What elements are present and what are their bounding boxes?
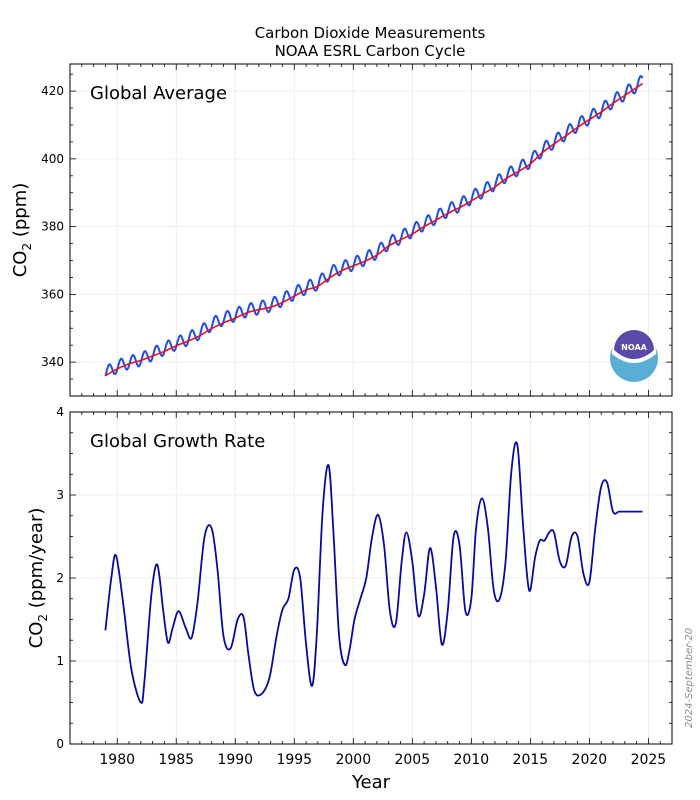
top-y-tick-label: 420: [41, 84, 64, 98]
bottom-x-tick-label: 2025: [631, 752, 667, 768]
top-y-tick-label: 400: [41, 152, 64, 166]
bottom-y-tick-label: 2: [56, 571, 64, 585]
bottom-x-tick-label: 2010: [454, 752, 490, 768]
logo-text: NOAA: [621, 343, 647, 352]
bottom-y-tick-label: 3: [56, 488, 64, 502]
bottom-x-tick-label: 2015: [513, 752, 549, 768]
bottom-panel: 0 1 2 3 4 1980 1985 1990 1995 2000 2005 2010 2015 202…: [26, 405, 673, 793]
top-y-axis-label: CO2 (ppm): [10, 183, 34, 278]
bottom-x-tick-label: 1995: [276, 752, 312, 768]
chart-title-line-1: Carbon Dioxide Measurements: [254, 24, 486, 42]
date-stamp: 2024-September-20: [684, 627, 695, 728]
bottom-y-tick-label: 4: [56, 405, 64, 419]
top-grid: [70, 64, 672, 396]
noaa-logo-icon: NOAA: [610, 330, 658, 382]
bottom-y-tick-label: 1: [56, 654, 64, 668]
top-y-tick-label: 340: [41, 355, 64, 369]
top-axes-frame: [69, 63, 673, 397]
top-y-tick-label: 360: [41, 287, 64, 301]
bottom-x-tick-label: 2000: [335, 752, 371, 768]
bottom-x-tick-label: 1985: [158, 752, 194, 768]
bottom-x-tick-label: 2005: [394, 752, 430, 768]
chart-title-line-2: NOAA ESRL Carbon Cycle: [274, 42, 466, 60]
bottom-x-axis-label: Year: [351, 772, 391, 793]
top-panel: 340 360 380 400 420 CO2 (ppm) Global Average: [10, 63, 673, 397]
monthly-series-line: [104, 75, 644, 377]
logo-dome: [614, 330, 654, 359]
trend-series-line: [104, 82, 643, 377]
top-panel-annotation: Global Average: [90, 83, 227, 104]
bottom-y-axis-label: CO2 (ppm/year): [26, 508, 50, 649]
bottom-y-tick-label: 0: [56, 737, 64, 751]
bottom-x-tick-label: 1990: [217, 752, 253, 768]
bottom-x-tick-label: 1980: [99, 752, 135, 768]
bottom-x-tick-label: 2020: [572, 752, 608, 768]
growth-rate-series-line: [104, 441, 643, 704]
top-y-tick-label: 380: [41, 220, 64, 234]
bottom-panel-annotation: Global Growth Rate: [90, 431, 265, 452]
